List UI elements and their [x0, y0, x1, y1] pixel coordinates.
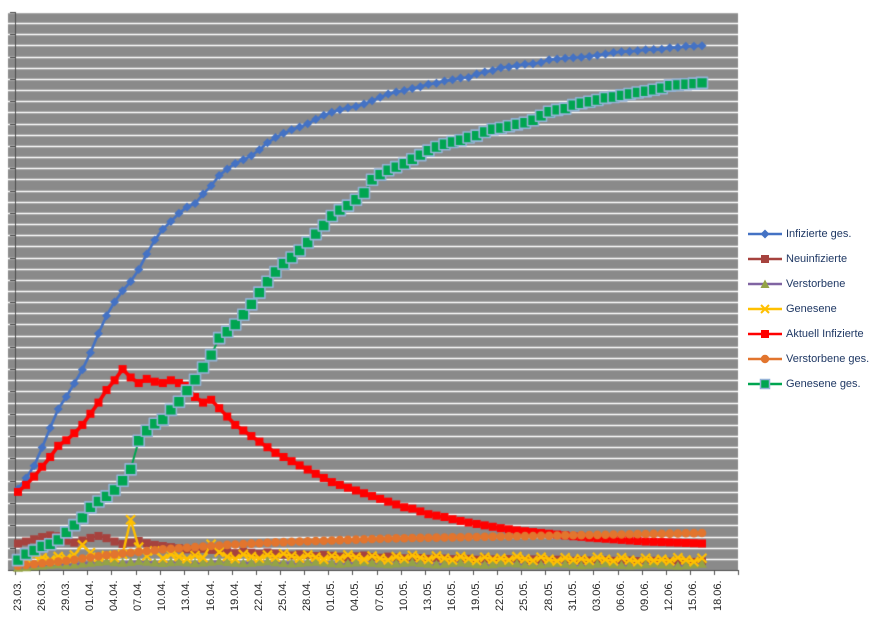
x-axis-label: 28.04. — [301, 580, 314, 611]
legend-label: Genesene ges. — [786, 377, 861, 390]
legend-label: Aktuell Infizierte — [786, 327, 864, 340]
x-axis-label: 13.04. — [180, 580, 193, 611]
x-axis-label: 03.06. — [590, 580, 603, 611]
x-axis-label: 06.06. — [615, 580, 628, 611]
legend-marker-icon — [748, 328, 782, 340]
x-axis-label: 04.04. — [108, 580, 121, 611]
legend-marker-icon — [748, 378, 782, 390]
legend-item[interactable]: Genesene — [748, 296, 888, 321]
legend-item[interactable]: Verstorbene — [748, 271, 888, 296]
legend-marker-icon — [748, 303, 782, 315]
legend-marker-icon — [748, 228, 782, 240]
legend-label: Verstorbene — [786, 277, 846, 290]
legend-marker-icon — [748, 253, 782, 265]
x-axis-label: 09.06. — [639, 580, 652, 611]
legend-label: Verstorbene ges. — [786, 352, 870, 365]
x-axis-label: 10.05. — [397, 580, 410, 611]
x-axis-label: 23.03. — [11, 580, 24, 611]
legend-item[interactable]: Aktuell Infizierte — [748, 321, 888, 346]
legend-item[interactable]: Genesene ges. — [748, 371, 888, 396]
x-axis-label: 07.04. — [132, 580, 145, 611]
x-axis-label: 26.03. — [35, 580, 48, 611]
x-axis-label: 31.05. — [566, 580, 579, 611]
x-axis-label: 04.05. — [349, 580, 362, 611]
x-axis-label: 28.05. — [542, 580, 555, 611]
x-axis-label: 15.06. — [687, 580, 700, 611]
legend-item[interactable]: Infizierte ges. — [748, 221, 888, 246]
x-axis-label: 22.05. — [494, 580, 507, 611]
x-axis-label: 16.04. — [204, 580, 217, 611]
x-axis-label: 01.05. — [325, 580, 338, 611]
x-axis-label: 12.06. — [663, 580, 676, 611]
x-axis-label: 25.04. — [277, 580, 290, 611]
chart-legend: Infizierte ges. Neuinfizierte Verstorbene G… — [748, 221, 888, 396]
x-axis-label: 13.05. — [421, 580, 434, 611]
x-axis-label: 19.05. — [470, 580, 483, 611]
x-axis-label: 25.05. — [518, 580, 531, 611]
legend-label: Neuinfizierte — [786, 252, 848, 265]
x-axis-label: 07.05. — [373, 580, 386, 611]
x-axis-label: 01.04. — [83, 580, 96, 611]
legend-label: Infizierte ges. — [786, 227, 852, 240]
x-axis-label: 29.03. — [59, 580, 72, 611]
x-axis-label: 22.04. — [252, 580, 265, 611]
x-axis-label: 19.04. — [228, 580, 241, 611]
x-axis-label: 10.04. — [156, 580, 169, 611]
legend-item[interactable]: Verstorbene ges. — [748, 346, 888, 371]
legend-marker-icon — [748, 278, 782, 290]
x-axis-label: 18.06. — [711, 580, 724, 611]
legend-item[interactable]: Neuinfizierte — [748, 246, 888, 271]
legend-label: Genesene — [786, 302, 837, 315]
x-axis-label: 16.05. — [446, 580, 459, 611]
legend-marker-icon — [748, 353, 782, 365]
